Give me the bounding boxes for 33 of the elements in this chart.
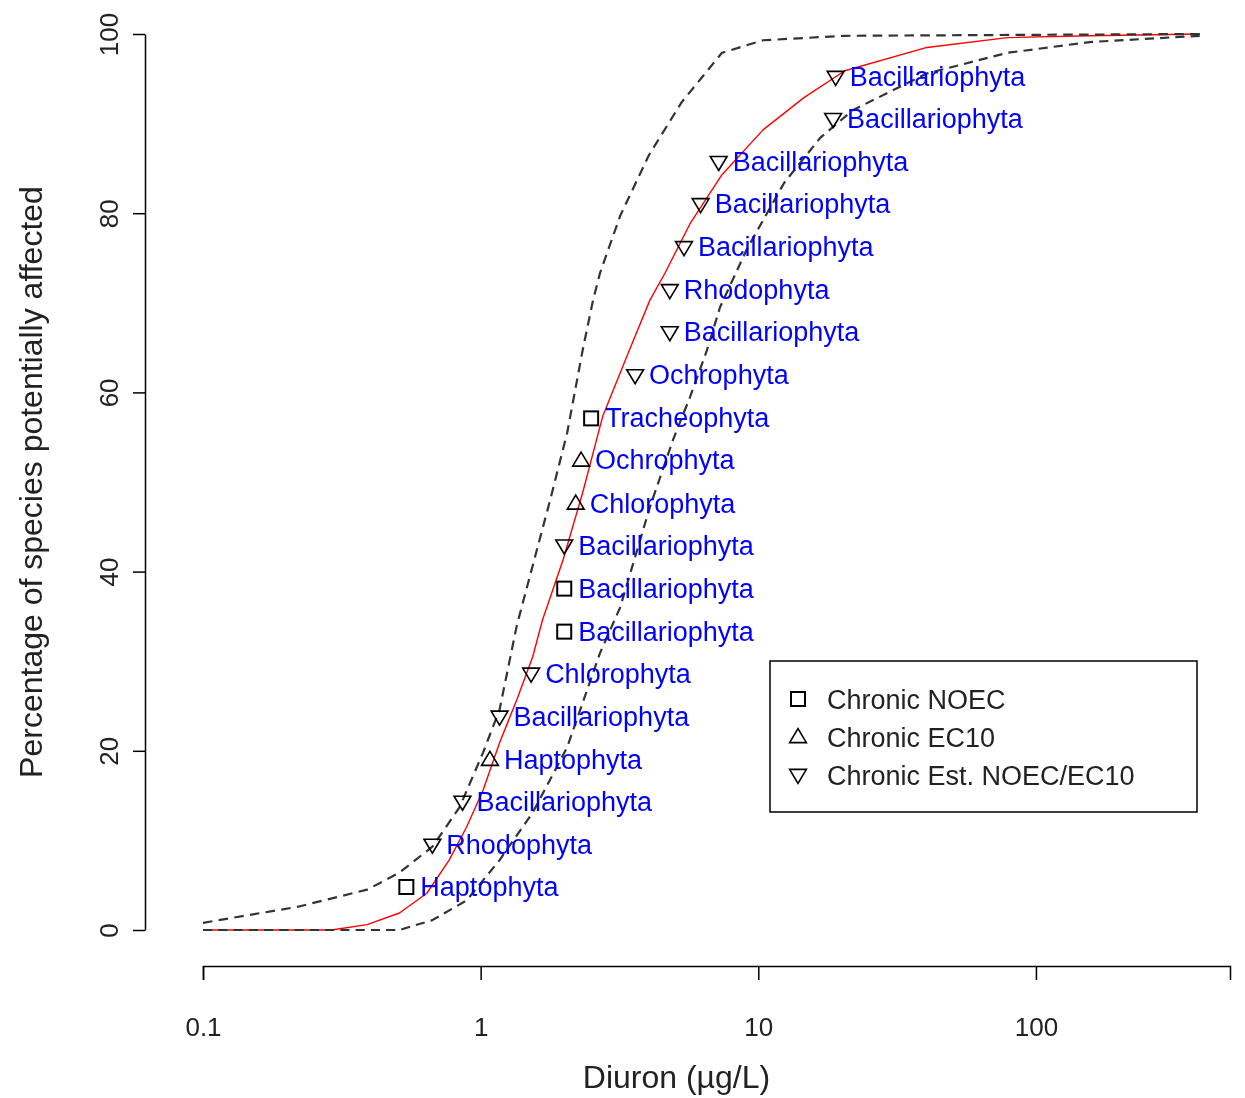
x-tick-label: 0.1 xyxy=(185,1012,222,1043)
annotation: Bacillariophyta xyxy=(849,62,1027,93)
legend-label: Chronic Est. NOEC/EC10 xyxy=(827,761,1135,791)
y-tick-label: 40 xyxy=(94,557,124,587)
y-axis-title: Percentage of species potentially affected xyxy=(13,186,49,778)
annotation: Bacillariophyta xyxy=(578,573,755,604)
x-axis-title: Diuron (µg/L) xyxy=(582,1059,771,1095)
x-tick-label: 1 xyxy=(473,1012,489,1043)
legend-label: Chronic EC10 xyxy=(827,723,996,753)
x-tick-label: 100 xyxy=(1014,1012,1059,1043)
annotation: Bacillariophyta xyxy=(697,232,875,263)
annotation: Chlorophyta xyxy=(589,488,737,519)
y-tick-label: 60 xyxy=(94,378,124,408)
annotation: Bacillariophyta xyxy=(578,530,755,561)
annotation: Bacillariophyta xyxy=(683,317,861,348)
annotation: Bacillariophyta xyxy=(714,189,892,220)
annotation: Bacillariophyta xyxy=(513,701,691,732)
annotation: Ochrophyta xyxy=(649,360,790,391)
annotation: Bacillariophyta xyxy=(847,104,1024,135)
annotation: Bacillariophyta xyxy=(732,147,910,178)
annotation: Rhodophyta xyxy=(683,275,831,306)
x-tick-label: 10 xyxy=(744,1012,774,1043)
y-tick-label: 20 xyxy=(94,736,124,766)
annotation: Haptophyta xyxy=(503,744,644,775)
annotation: Bacillariophyta xyxy=(476,786,654,817)
annotation: Tracheophyta xyxy=(605,403,771,434)
y-tick-label: 100 xyxy=(94,12,124,57)
annotation: Bacillariophyta xyxy=(578,616,755,647)
y-tick-label: 80 xyxy=(94,199,124,229)
annotation: Chlorophyta xyxy=(545,658,692,689)
annotation: Ochrophyta xyxy=(595,445,736,476)
y-tick-label: 0 xyxy=(94,923,124,938)
legend-label: Chronic NOEC xyxy=(827,685,1006,715)
